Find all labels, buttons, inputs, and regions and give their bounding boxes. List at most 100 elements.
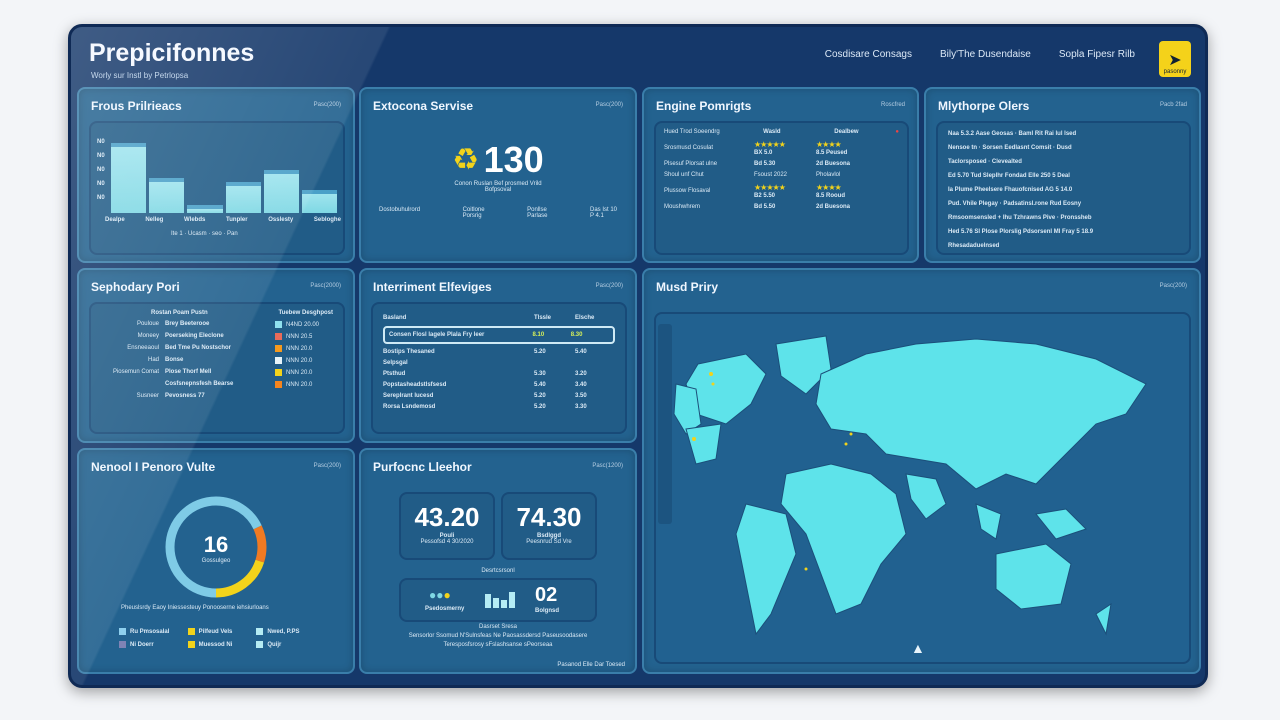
table-row[interactable]: Susneer Pevosness 77 [101,393,333,399]
cell: Sereplrant lucesd [383,393,434,399]
kpi-sub: Peesnrud Sd Vre [526,539,572,545]
column-header: Hued Trod Soeendrg [664,129,720,135]
compass-icon[interactable]: ▲ [911,640,925,656]
panel-meta[interactable]: Pasc(200) [313,102,341,108]
page-subtitle: Worly sur Instl by Petrlopsa [91,71,189,80]
row-value: Pevosness 77 [165,393,205,400]
table-row[interactable]: Bostips Thesaned 5.20 5.40 [383,349,615,355]
world-map[interactable]: ▲ [654,312,1191,664]
panel-meta[interactable]: Pasc(200) [595,102,623,108]
legend-swatch [119,628,126,635]
rating-score: 2d Buesona [816,204,851,210]
order-line[interactable]: Rhesadaduelnsed [948,243,1000,249]
order-line[interactable]: Nensoe tn · Sorsen Eedlasnt Comsit · Dus… [948,145,1072,151]
table-row[interactable]: Pouloue Brey Beeterooe N4ND 20.00 [101,321,333,328]
caption-2: Bofpsoval [484,187,512,193]
column-header: Elsche [575,315,595,321]
panel-title: Nenool I Penoro Vulte [91,460,216,474]
table-row[interactable]: Moneey Poerseking Eleclone NNN 20.5 [101,333,333,340]
order-line[interactable]: Rmsoomsensled + Ihu Tzhrawns Pive · Pron… [948,215,1092,221]
order-line[interactable]: Ed 5.70 Tud Sleplhr Fondad Elle 250 5 De… [948,173,1070,179]
table-row[interactable]: Consen Flosl lagele Plala Fry leer 8.10 8.… [383,326,615,344]
gauge-caption: Pheuslsrdy Eaoy Iniessesteuy Ponooserne … [121,605,269,611]
star-rating: ★★★★ [816,183,842,192]
bar [263,170,299,213]
cell: 3.20 [575,371,587,377]
cell: 5.40 [534,382,546,388]
map-markers [692,372,853,571]
world-map-svg [673,335,1147,636]
table-row[interactable]: Popstasheadstlsfsesd 5.40 3.40 [383,382,615,388]
map-sidebar[interactable] [658,324,672,524]
table-row[interactable]: Rorsa Lsndemosd 5.20 3.30 [383,404,615,410]
nav-link-1[interactable]: Cosdisare Consags [824,49,912,60]
continent[interactable] [775,335,832,395]
table-row[interactable]: Cosfsnepnsfesh Bearse NNN 20.0 [101,381,333,388]
continent[interactable] [905,473,947,520]
chart-legend: Ite 1 · Ucasm · seo · Pan [171,231,238,237]
kpi-card-2[interactable]: 74.30 Bsdlggd Peesnrud Sd Vre [501,492,597,560]
x-tick-label: Tunpler [226,217,248,223]
continent[interactable] [1035,508,1087,540]
app-logo[interactable]: ➤ pasonny [1159,41,1191,77]
panel-gauge: Nenool I Penoro Vulte Pasc(200) 16 Gossu… [77,448,355,674]
table-row[interactable]: Piosemun Comat Plose Thorf Mell NNN 20.0 [101,369,333,376]
rating-score: 8.5 Rooud [816,193,846,199]
table-row[interactable]: Srosmusd Cosulat ★★★★★ BX 5.0 ★★★★ 8.5 Peuse… [664,140,899,156]
rating-score: Bd 5.30 [754,161,776,167]
cell: Consen Flosl lagele Plala Fry leer [389,332,485,338]
table-row[interactable]: Moushwhrem Bd 5.50 2d Buesona [664,204,899,210]
table-row[interactable]: Shoul unf Chut Fsoust 2022 Pholavlol [664,172,899,178]
order-line[interactable]: Hed 5.76 Sl Plose Plorslig Pdsorsenl Ml … [948,229,1094,235]
stat: Dostobuhulrord [379,207,420,219]
order-line[interactable]: Ia Plume Pheelsere Fhauofcnised AG 5 14.… [948,187,1073,193]
y-axis: N0 N0 N0 N0 N0 [97,139,105,201]
rating-cell: Bd 5.50 [754,204,816,210]
panel-title: Interriment Elfeviges [373,280,492,294]
panel-meta[interactable]: Pacb 2fad [1159,102,1187,108]
continent[interactable] [685,423,722,465]
continent[interactable] [1095,602,1112,636]
mini-bar-icon [485,592,515,608]
nav-link-2[interactable]: Bily'The Dusendaise [939,49,1031,60]
panel-meta[interactable]: Pasc(2000) [310,283,341,289]
panel-meta[interactable]: Pasc(1200) [592,463,623,469]
row-value: Poerseking Eleclone [165,333,224,340]
status-icons: ●●● [429,588,451,602]
table-row[interactable]: Ptsthud 5.30 3.20 [383,371,615,377]
cell: 8.10 [532,332,545,338]
rating-cell: ★★★★★ B2 5.50 [754,183,816,199]
bar [111,142,147,213]
row-key: Had [147,357,159,364]
order-line[interactable]: Pud. Vhile Plegay · Padsatinsl.rone Rud … [948,201,1082,207]
table-row[interactable]: Selpsgal [383,360,615,366]
alert-icon[interactable]: ● [895,129,899,135]
table-row[interactable]: Had Bonse NNN 20.0 [101,357,333,364]
panel-meta[interactable]: Pasc(200) [1159,283,1187,289]
panel-meta[interactable]: Pasc(200) [595,283,623,289]
table-row[interactable]: Ensneeaoul Bed Tme Pu Nostschor NNN 20.0 [101,345,333,352]
status-text: NNN 20.0 [286,382,313,389]
panel-meta[interactable]: Roscfred [880,102,905,108]
panel-meta[interactable]: Pasc(200) [313,463,341,469]
stat-value: Parlase [527,213,548,219]
continent[interactable] [780,463,907,615]
order-line[interactable]: Naa 5.3.2 Aase Geosas · Baml Rit Rai lul… [948,131,1077,137]
continent[interactable] [735,503,797,636]
kpi-card-1[interactable]: 43.20 Pouli Pessofsd 4 30/2020 [399,492,495,560]
rating-cell: Fsoust 2022 [754,172,816,178]
order-line[interactable]: Taclorsposed · Clevealted [948,159,1022,165]
legend-swatch [119,641,126,649]
row-key: Ensneeaoul [127,345,159,352]
table-row[interactable]: Sereplrant lucesd 5.20 3.50 [383,393,615,399]
continent[interactable] [815,338,1147,490]
nav-link-3[interactable]: Sopla Fipesr Rilb [1058,49,1135,60]
kpi-value: 43.20 [414,502,480,532]
stat-label: Coitlone [462,207,485,213]
stat-label: Dostobuhulrord [379,207,421,213]
continent[interactable] [975,503,1002,540]
continent[interactable] [995,543,1072,610]
table-row[interactable]: Plussow Flosaval ★★★★★ B2 5.50 ★★★★ 8.5 Roou… [664,183,899,199]
table-row[interactable]: Plsesuf Plorsat ulne Bd 5.30 2d Buesona [664,161,899,167]
rating-cell: 2d Buesona [816,204,878,210]
